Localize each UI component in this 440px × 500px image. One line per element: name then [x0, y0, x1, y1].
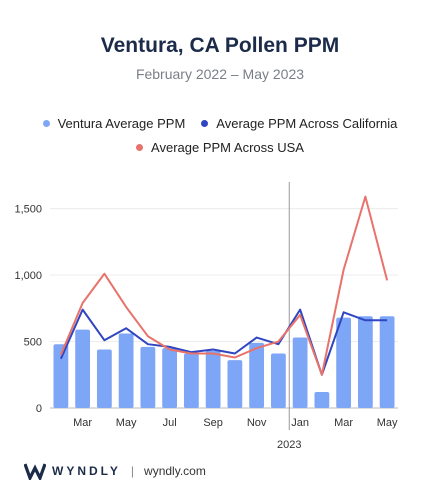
legend-row-2: Average PPM Across USA — [0, 140, 440, 155]
footer-url[interactable]: wyndly.com — [144, 464, 206, 478]
x-tick-label: Mar — [334, 417, 353, 429]
x-tick-label: May — [377, 417, 398, 429]
series-line — [59, 195, 389, 376]
bar — [292, 337, 308, 408]
x-tick-label: Jan — [291, 417, 309, 429]
bar — [357, 316, 373, 408]
bar — [227, 360, 243, 408]
footer-brand: WYNDLY — [52, 464, 121, 478]
bar — [118, 333, 134, 408]
legend-label-california: Average PPM Across California — [216, 116, 398, 131]
bar — [96, 349, 112, 408]
x-tick-label: Jul — [163, 417, 177, 429]
legend-swatch-california — [201, 120, 209, 127]
bar — [140, 346, 156, 408]
bar — [53, 344, 69, 408]
bar — [183, 353, 199, 408]
bar — [270, 353, 286, 408]
chart-title: Ventura, CA Pollen PPM — [100, 34, 340, 57]
y-tick-label: 1,500 — [14, 204, 42, 216]
y-tick-label: 0 — [36, 403, 42, 415]
legend-item-usa: Average PPM Across USA — [136, 140, 304, 155]
legend-label-usa: Average PPM Across USA — [151, 140, 304, 155]
bar — [75, 329, 91, 408]
bar — [379, 316, 395, 408]
legend-swatch-ventura — [42, 120, 50, 127]
wyndly-logo-icon — [24, 463, 46, 480]
y-tick-label: 500 — [24, 337, 42, 349]
footer-separator: | — [130, 464, 135, 478]
x-tick-label: Mar — [73, 417, 92, 429]
x-tick-label: Nov — [247, 417, 267, 429]
legend-label-ventura: Ventura Average PPM — [57, 116, 186, 131]
bar — [249, 342, 265, 408]
legend-row-1: Ventura Average PPM Average PPM Across C… — [0, 116, 440, 131]
x-tick-label: Sep — [203, 417, 223, 429]
series-line — [59, 308, 388, 376]
pollen-chart: 0 500 1,000 1,500 2023 Mar May Jul Sep Nov Jan Mar M… — [14, 182, 398, 451]
footer: WYNDLY | wyndly.com — [24, 462, 206, 480]
bar — [205, 350, 221, 408]
legend-item-california: Average PPM Across California — [201, 116, 397, 131]
chart-subtitle: February 2022 – May 2023 — [135, 66, 305, 82]
legend-item-ventura: Ventura Average PPM — [42, 116, 186, 131]
bar — [162, 348, 178, 408]
y-tick-label: 1,000 — [14, 270, 42, 282]
bar — [336, 317, 352, 408]
x-tick-label: May — [116, 417, 137, 429]
legend-swatch-usa — [136, 144, 144, 151]
bar — [314, 392, 330, 408]
year-label: 2023 — [277, 439, 301, 451]
